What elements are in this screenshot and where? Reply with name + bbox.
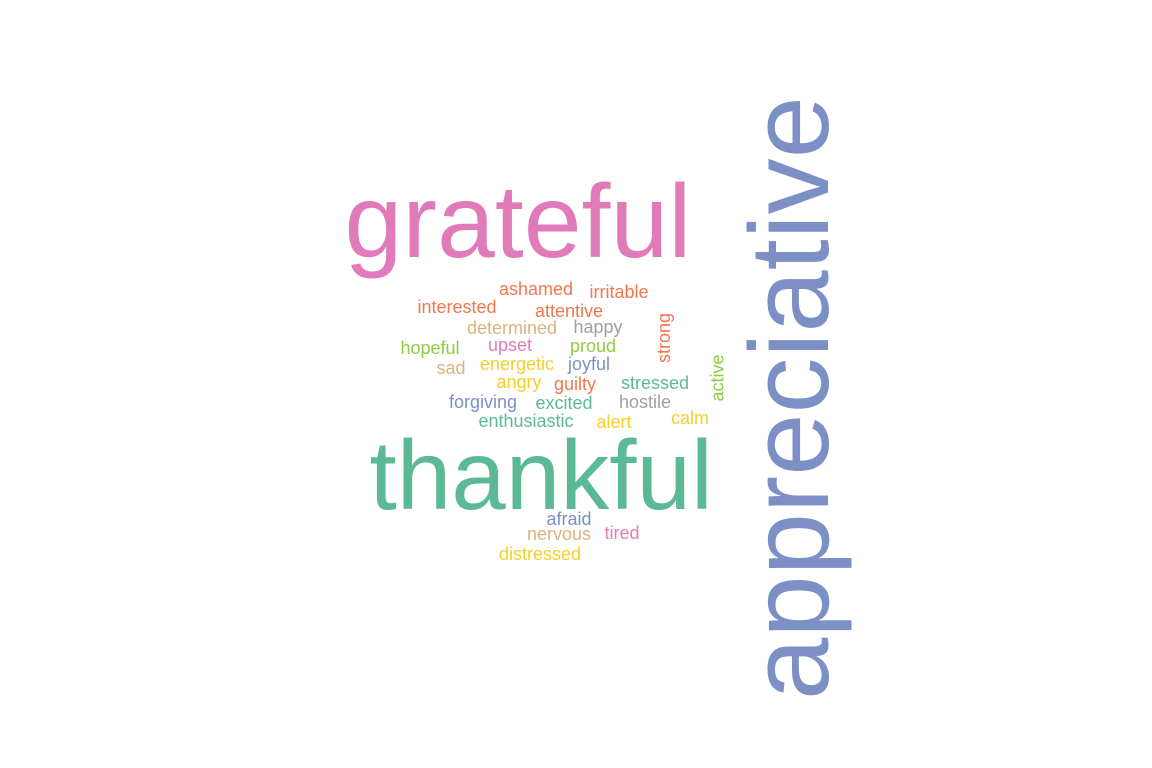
word-distressed: distressed	[499, 544, 582, 564]
word-angry: angry	[496, 372, 542, 392]
word-active: active	[707, 354, 728, 402]
word-proud: proud	[570, 336, 617, 356]
word-alert: alert	[596, 412, 632, 432]
word-determined: determined	[467, 318, 558, 338]
word-calm: calm	[671, 408, 710, 428]
word-appreciative: appreciative	[726, 96, 852, 700]
word-afraid: afraid	[546, 509, 592, 529]
word-stressed: stressed	[621, 373, 690, 393]
word-happy: happy	[573, 317, 623, 337]
word-hopeful: hopeful	[400, 338, 460, 358]
word-attentive: attentive	[535, 301, 604, 321]
word-forgiving: forgiving	[449, 392, 518, 412]
word-tired: tired	[604, 523, 640, 543]
word-strong: strong	[654, 312, 675, 364]
word-upset: upset	[488, 335, 533, 355]
word-excited: excited	[535, 393, 593, 413]
word-interested: interested	[417, 297, 497, 317]
word-hostile: hostile	[619, 392, 672, 412]
word-grateful: grateful	[344, 164, 692, 280]
word-thankful: thankful	[369, 420, 713, 530]
word-enthusiastic: enthusiastic	[478, 411, 574, 431]
word-sad: sad	[436, 358, 466, 378]
word-guilty: guilty	[554, 374, 597, 394]
word-joyful: joyful	[568, 354, 611, 374]
word-ashamed: ashamed	[499, 279, 574, 299]
word-nervous: nervous	[527, 524, 592, 544]
word-irritable: irritable	[589, 282, 649, 302]
word-energetic: energetic	[480, 354, 555, 374]
